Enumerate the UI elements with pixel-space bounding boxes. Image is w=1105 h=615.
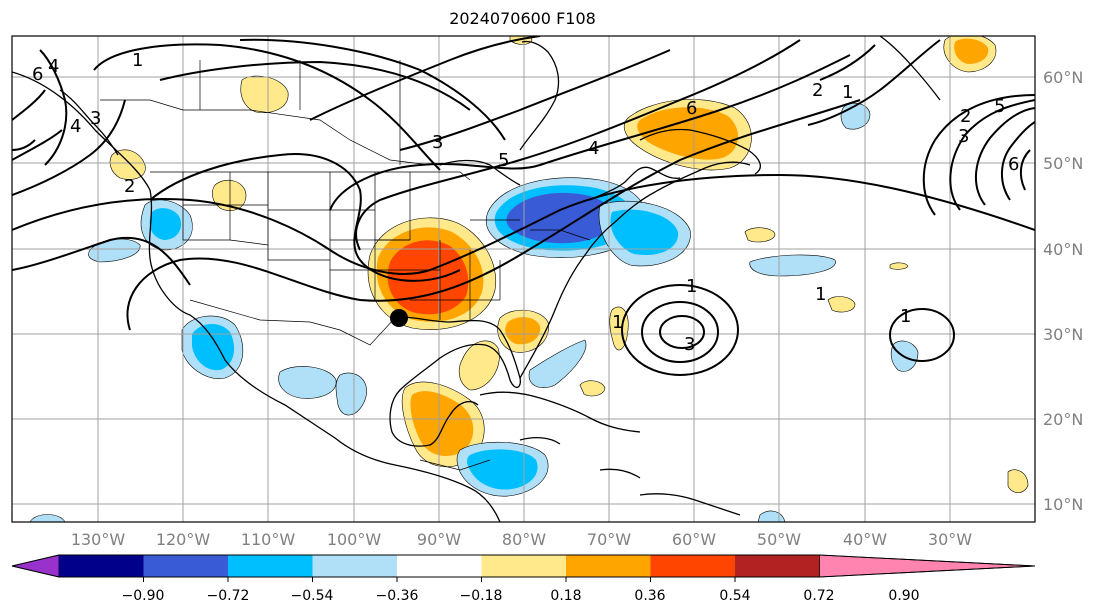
contour-label-1-east: 1 [900,306,911,327]
colorbar-segment [59,555,144,577]
colorbar-segment [735,555,820,577]
longitude-labels: 130°W 120°W 110°W 100°W 90°W 80°W 70°W 6… [71,530,972,549]
contour-label-4: 4 [588,138,599,159]
contour-label-6-nw: 6 [32,64,43,85]
contour-label-6-ne: 6 [1008,154,1019,175]
contour-label-1-atl: 1 [842,82,853,103]
lon-label-60w: 60°W [672,530,716,549]
contour-label-3-ne: 3 [958,126,969,147]
lon-label-120w: 120°W [156,530,211,549]
colorbar-label: 0.72 [803,588,834,604]
colorbar-extend-max [819,554,1036,578]
colorbar-label: 0.54 [719,588,750,604]
lon-label-70w: 70°W [587,530,631,549]
colorbar-label: −0.54 [291,588,334,604]
lon-label-80w: 80°W [502,530,546,549]
colorbar-label: −0.90 [122,588,165,604]
contour-label-2-ne: 2 [960,106,971,127]
colorbar-label: 0.18 [550,588,581,604]
colorbar-segment [650,555,736,577]
lon-label-40w: 40°W [843,530,887,549]
contour-label-2: 2 [124,176,135,197]
contour-labels: 1 2 3 5 4 6 2 1 1 3 1 1 1 2 3 5 6 4 3 6 … [32,50,1019,355]
colorbar-segment [228,555,313,577]
colorbar-label: −0.18 [460,588,503,604]
colorbar-segment [143,555,229,577]
lon-label-110w: 110°W [241,530,296,549]
contour-label-5: 5 [498,150,509,171]
contour-label-3: 3 [432,132,443,153]
map-title: 2024070600 F108 [449,9,596,28]
contour-label-3-nw: 3 [90,108,101,129]
colorbar-outline [11,554,1036,578]
contour-label-2-atl: 2 [812,80,823,101]
contour-label-5-ne: 5 [994,96,1005,117]
colorbar: −0.90 −0.72 −0.54 −0.36 −0.18 0.18 0.36 … [11,554,1036,604]
lat-label-20: 20°N [1043,410,1083,429]
shaded-fields [29,36,1029,522]
site-marker [390,309,408,327]
colorbar-labels: −0.90 −0.72 −0.54 −0.36 −0.18 0.18 0.36 … [122,588,920,604]
colorbar-ticks [143,577,736,582]
map-panel: 1 2 3 5 4 6 2 1 1 3 1 1 1 2 3 5 6 4 3 6 … [12,36,1035,522]
contour-label-4-nw: 4 [70,116,81,137]
colorbar-segments [11,554,1036,578]
lat-label-40: 40°N [1043,240,1083,259]
lat-label-30: 30°N [1043,325,1083,344]
contour-label-4-nw2: 4 [48,56,59,77]
colorbar-segment [481,555,567,577]
lon-label-30w: 30°W [928,530,972,549]
colorbar-segment [397,555,482,577]
latitude-labels: 60°N 50°N 40°N 30°N 20°N 10°N [1043,68,1083,514]
colorbar-label: −0.72 [207,588,250,604]
borders [100,60,591,471]
lat-label-60: 60°N [1043,68,1083,87]
colorbar-label: −0.36 [376,588,419,604]
lon-label-90w: 90°W [417,530,461,549]
colorbar-label: 0.90 [888,588,919,604]
gridlines [12,36,1035,522]
map-frame [11,35,1036,523]
lat-label-10: 10°N [1043,495,1083,514]
lon-label-100w: 100°W [327,530,382,549]
contour-label-3-low: 3 [684,334,695,355]
contour-label-1-low: 1 [686,276,697,297]
lat-label-50: 50°N [1043,154,1083,173]
colorbar-segment [566,555,651,577]
contours [12,36,1035,376]
coastlines [12,36,941,522]
colorbar-extend-min [11,554,60,578]
contour-label-1-fl: 1 [612,312,623,333]
contour-label-1-mid: 1 [815,284,826,305]
colorbar-label: 0.36 [634,588,665,604]
colorbar-segment [312,555,398,577]
lon-label-130w: 130°W [71,530,126,549]
contour-label-1: 1 [132,50,143,71]
lon-label-50w: 50°W [757,530,801,549]
contour-label-6: 6 [686,98,697,119]
